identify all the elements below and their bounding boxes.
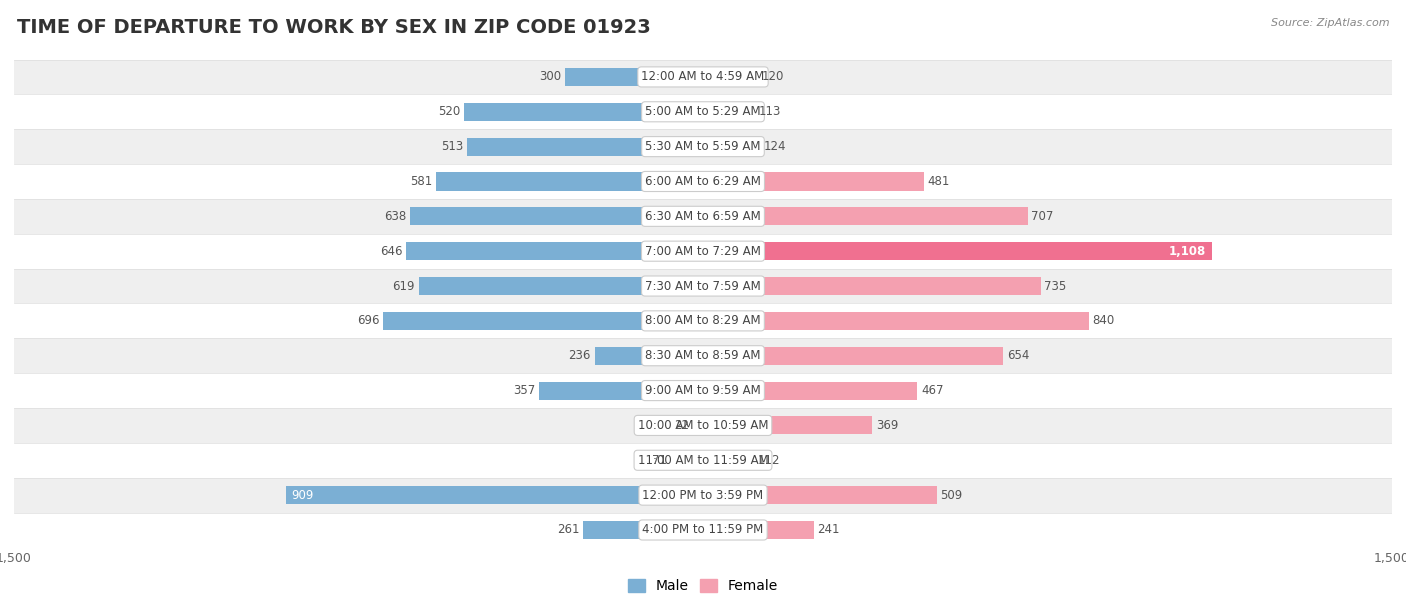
Bar: [703, 486, 936, 504]
Text: 8:00 AM to 8:29 AM: 8:00 AM to 8:29 AM: [645, 314, 761, 327]
Bar: [693, 416, 703, 434]
Text: 696: 696: [357, 314, 380, 327]
Text: 909: 909: [291, 488, 314, 502]
Bar: [565, 68, 703, 86]
Text: 509: 509: [941, 488, 963, 502]
Text: 357: 357: [513, 384, 536, 397]
Bar: [14, 339, 1392, 373]
Bar: [14, 443, 1392, 478]
Bar: [14, 373, 1392, 408]
Text: 840: 840: [1092, 314, 1115, 327]
Bar: [14, 512, 1392, 547]
Text: 654: 654: [1007, 349, 1029, 362]
Text: 120: 120: [762, 70, 785, 83]
Text: 619: 619: [392, 280, 415, 293]
Text: 513: 513: [441, 140, 464, 153]
Text: 22: 22: [675, 419, 689, 432]
Bar: [14, 408, 1392, 443]
Text: 481: 481: [928, 175, 950, 188]
Text: 236: 236: [568, 349, 591, 362]
Text: 4:00 PM to 11:59 PM: 4:00 PM to 11:59 PM: [643, 524, 763, 537]
Text: 300: 300: [540, 70, 561, 83]
Text: 5:00 AM to 5:29 AM: 5:00 AM to 5:29 AM: [645, 105, 761, 118]
Bar: [14, 129, 1392, 164]
Bar: [14, 95, 1392, 129]
Text: 12:00 PM to 3:59 PM: 12:00 PM to 3:59 PM: [643, 488, 763, 502]
Bar: [285, 486, 703, 504]
Text: 520: 520: [439, 105, 461, 118]
Legend: Male, Female: Male, Female: [623, 574, 783, 595]
Text: 638: 638: [384, 210, 406, 223]
Text: 5:30 AM to 5:59 AM: 5:30 AM to 5:59 AM: [645, 140, 761, 153]
Text: 113: 113: [759, 105, 780, 118]
Text: 11:00 AM to 11:59 AM: 11:00 AM to 11:59 AM: [638, 454, 768, 466]
Text: 8:30 AM to 8:59 AM: 8:30 AM to 8:59 AM: [645, 349, 761, 362]
Bar: [411, 207, 703, 226]
Text: 7:30 AM to 7:59 AM: 7:30 AM to 7:59 AM: [645, 280, 761, 293]
Bar: [703, 381, 918, 400]
Text: 1,108: 1,108: [1170, 245, 1206, 258]
Bar: [464, 103, 703, 121]
Text: 124: 124: [763, 140, 786, 153]
Bar: [703, 416, 873, 434]
Bar: [14, 234, 1392, 268]
Text: 735: 735: [1045, 280, 1067, 293]
Bar: [583, 521, 703, 539]
Bar: [467, 137, 703, 156]
Bar: [703, 277, 1040, 295]
Bar: [595, 347, 703, 365]
Text: 71: 71: [652, 454, 666, 466]
Text: 6:00 AM to 6:29 AM: 6:00 AM to 6:29 AM: [645, 175, 761, 188]
Text: 581: 581: [411, 175, 433, 188]
Bar: [14, 199, 1392, 234]
Bar: [703, 312, 1088, 330]
Bar: [703, 68, 758, 86]
Bar: [14, 164, 1392, 199]
Bar: [703, 103, 755, 121]
Text: 112: 112: [758, 454, 780, 466]
Bar: [384, 312, 703, 330]
Bar: [671, 451, 703, 469]
Text: 12:00 AM to 4:59 AM: 12:00 AM to 4:59 AM: [641, 70, 765, 83]
Bar: [703, 137, 761, 156]
Text: 467: 467: [921, 384, 943, 397]
Text: 707: 707: [1032, 210, 1053, 223]
Text: 369: 369: [876, 419, 898, 432]
Bar: [14, 478, 1392, 512]
Bar: [703, 521, 814, 539]
Bar: [703, 242, 1212, 260]
Bar: [14, 268, 1392, 303]
Text: 646: 646: [380, 245, 402, 258]
Text: TIME OF DEPARTURE TO WORK BY SEX IN ZIP CODE 01923: TIME OF DEPARTURE TO WORK BY SEX IN ZIP …: [17, 18, 651, 37]
Bar: [14, 303, 1392, 339]
Bar: [436, 173, 703, 190]
Bar: [14, 60, 1392, 95]
Text: 9:00 AM to 9:59 AM: 9:00 AM to 9:59 AM: [645, 384, 761, 397]
Bar: [703, 207, 1028, 226]
Text: 6:30 AM to 6:59 AM: 6:30 AM to 6:59 AM: [645, 210, 761, 223]
Bar: [538, 381, 703, 400]
Text: 10:00 AM to 10:59 AM: 10:00 AM to 10:59 AM: [638, 419, 768, 432]
Bar: [703, 173, 924, 190]
Text: Source: ZipAtlas.com: Source: ZipAtlas.com: [1271, 18, 1389, 28]
Bar: [703, 451, 755, 469]
Bar: [419, 277, 703, 295]
Bar: [703, 347, 1004, 365]
Text: 241: 241: [817, 524, 839, 537]
Text: 7:00 AM to 7:29 AM: 7:00 AM to 7:29 AM: [645, 245, 761, 258]
Text: 261: 261: [557, 524, 579, 537]
Bar: [406, 242, 703, 260]
